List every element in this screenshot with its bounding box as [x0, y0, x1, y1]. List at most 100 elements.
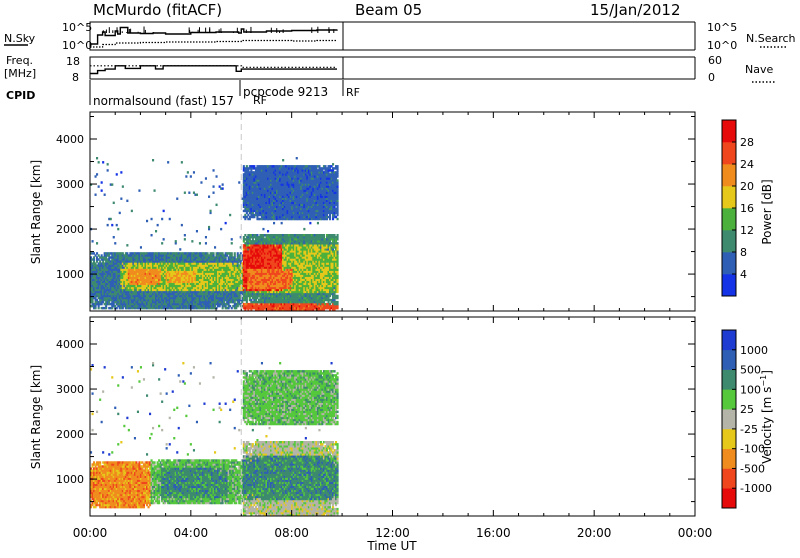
power-cell — [234, 252, 236, 254]
power-cell — [185, 175, 187, 177]
power-cell — [169, 218, 171, 220]
power-cell — [216, 204, 218, 206]
power-cell — [213, 169, 215, 171]
power-cell — [253, 165, 255, 167]
power-cell — [119, 212, 121, 214]
power-cell — [243, 165, 245, 167]
power-cell — [222, 252, 224, 254]
power-cell — [107, 169, 109, 171]
power-cell — [196, 194, 198, 196]
power-cell — [151, 234, 153, 236]
power-cell — [92, 240, 94, 242]
power-cell — [191, 240, 193, 242]
power-cell — [110, 218, 112, 220]
power-cell — [208, 226, 210, 228]
power-cell — [107, 163, 109, 165]
power-cell — [111, 183, 113, 185]
power-cell — [184, 238, 186, 240]
power-cell — [116, 173, 118, 175]
power-cell — [220, 228, 222, 230]
power-cell — [222, 183, 224, 185]
power-cell — [138, 189, 140, 191]
power-cell — [200, 181, 202, 183]
power-cell — [238, 181, 240, 183]
nsky-label: N.Sky — [4, 32, 36, 45]
nave-right-tick-bottom: 0 — [708, 71, 715, 84]
power-cell — [101, 181, 103, 183]
power-cell — [262, 228, 264, 230]
power-cell — [146, 220, 148, 222]
power-cell — [95, 175, 97, 177]
beam-label: Beam 05 — [355, 1, 422, 19]
power-cell — [214, 246, 216, 248]
power-cell — [184, 234, 186, 236]
nave-label: Nave — [745, 63, 773, 76]
power-cell — [96, 252, 98, 254]
power-cell — [205, 242, 207, 244]
power-cell — [179, 248, 181, 250]
power-cell — [152, 159, 154, 161]
power-cell — [161, 218, 163, 220]
nave-right-tick-top: 60 — [708, 54, 722, 67]
power-cell — [187, 171, 189, 173]
power-cell — [104, 194, 106, 196]
power-cell — [246, 165, 248, 167]
noise-search-series — [90, 40, 337, 47]
power-cell — [163, 238, 165, 240]
power-cell — [205, 236, 207, 238]
power-cell — [102, 161, 104, 163]
power-cell — [126, 252, 128, 254]
power-cell — [237, 252, 239, 254]
power-cell — [161, 242, 163, 244]
freq-left-tick-bottom: 8 — [72, 71, 79, 84]
power-cell — [154, 189, 156, 191]
power-cell — [113, 236, 115, 238]
power-cell — [213, 252, 215, 254]
power-cell — [113, 202, 115, 204]
power-cell — [151, 218, 153, 220]
noise-search-line — [90, 40, 337, 47]
power-cell — [163, 210, 165, 212]
power-cell — [98, 161, 100, 163]
noise-left-tick-bottom: 10^0 — [62, 39, 92, 52]
cpid-segment-2-label: pcpcode 9213 — [243, 85, 328, 99]
power-cell — [114, 242, 116, 244]
power-cell — [196, 230, 198, 232]
power-cell — [131, 210, 133, 212]
power-cell — [229, 214, 231, 216]
power-cell — [122, 185, 124, 187]
power-cell — [188, 192, 190, 194]
power-cell — [117, 228, 119, 230]
power-cell — [140, 246, 142, 248]
power-cell — [273, 222, 275, 224]
power-cell — [96, 157, 98, 159]
power-cell — [193, 171, 195, 173]
cpid-segment-1-label: normalsound (fast) 157 — [93, 94, 234, 108]
power-cell — [231, 252, 233, 254]
power-cell — [98, 185, 100, 187]
power-cell — [213, 192, 215, 194]
power-cell — [96, 242, 98, 244]
nave-line — [90, 66, 337, 68]
power-cell — [213, 185, 215, 187]
power-cell — [231, 242, 233, 244]
power-cell — [176, 198, 178, 200]
cpid-label: CPID — [6, 89, 35, 102]
power-cell — [167, 161, 169, 163]
power-cell — [157, 224, 159, 226]
power-cell — [107, 224, 109, 226]
station-title: McMurdo (fitACF) — [93, 1, 222, 19]
noise-right-tick-top: 10^5 — [707, 21, 737, 34]
power-cell — [231, 238, 233, 240]
power-cell — [234, 254, 236, 256]
power-cell — [95, 194, 97, 196]
power-cell — [175, 240, 177, 242]
freq-label-line2: [MHz] — [4, 67, 36, 80]
power-cell — [282, 159, 284, 161]
nsearch-label: N.Search — [746, 32, 796, 45]
power-cell — [181, 161, 183, 163]
power-cell — [126, 200, 128, 202]
power-cell — [222, 187, 224, 189]
